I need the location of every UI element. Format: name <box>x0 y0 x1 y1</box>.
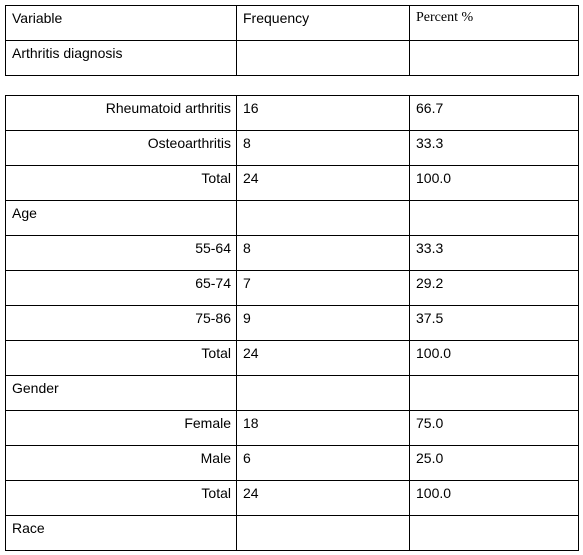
section-label: Age <box>5 200 237 236</box>
row-label: Total <box>5 165 237 201</box>
header-cell: Percent % <box>409 5 579 41</box>
header-cell: Variable <box>5 5 237 41</box>
empty-cell <box>409 40 579 76</box>
frequency-cell: 8 <box>236 235 410 271</box>
frequency-cell: 9 <box>236 305 410 341</box>
row-label: 65-74 <box>5 270 237 306</box>
percent-cell: 33.3 <box>409 130 579 166</box>
empty-cell <box>236 200 410 236</box>
row-label: Osteoarthritis <box>5 130 237 166</box>
percent-cell: 29.2 <box>409 270 579 306</box>
row-label: Total <box>5 480 237 516</box>
empty-cell <box>236 515 410 551</box>
percent-cell: 33.3 <box>409 235 579 271</box>
section-label: Gender <box>5 375 237 411</box>
percent-cell: 100.0 <box>409 165 579 201</box>
row-label: 75-86 <box>5 305 237 341</box>
percent-cell: 66.7 <box>409 95 579 131</box>
frequency-cell: 7 <box>236 270 410 306</box>
frequency-cell: 24 <box>236 340 410 376</box>
percent-cell: 25.0 <box>409 445 579 481</box>
empty-cell <box>409 515 579 551</box>
section-label: Race <box>5 515 237 551</box>
row-label: Male <box>5 445 237 481</box>
row-label: Female <box>5 410 237 446</box>
frequency-cell: 6 <box>236 445 410 481</box>
empty-cell <box>409 200 579 236</box>
frequency-cell: 24 <box>236 165 410 201</box>
percent-cell: 75.0 <box>409 410 579 446</box>
frequency-cell: 24 <box>236 480 410 516</box>
empty-cell <box>236 40 410 76</box>
frequency-cell: 18 <box>236 410 410 446</box>
row-label: Rheumatoid arthritis <box>5 95 237 131</box>
header-cell: Frequency <box>236 5 410 41</box>
row-label: Total <box>5 340 237 376</box>
percent-cell: 100.0 <box>409 340 579 376</box>
percent-cell: 37.5 <box>409 305 579 341</box>
percent-cell: 100.0 <box>409 480 579 516</box>
frequency-cell: 16 <box>236 95 410 131</box>
section-label: Arthritis diagnosis <box>5 40 237 76</box>
empty-cell <box>236 375 410 411</box>
frequency-cell: 8 <box>236 130 410 166</box>
empty-cell <box>409 375 579 411</box>
row-label: 55-64 <box>5 235 237 271</box>
